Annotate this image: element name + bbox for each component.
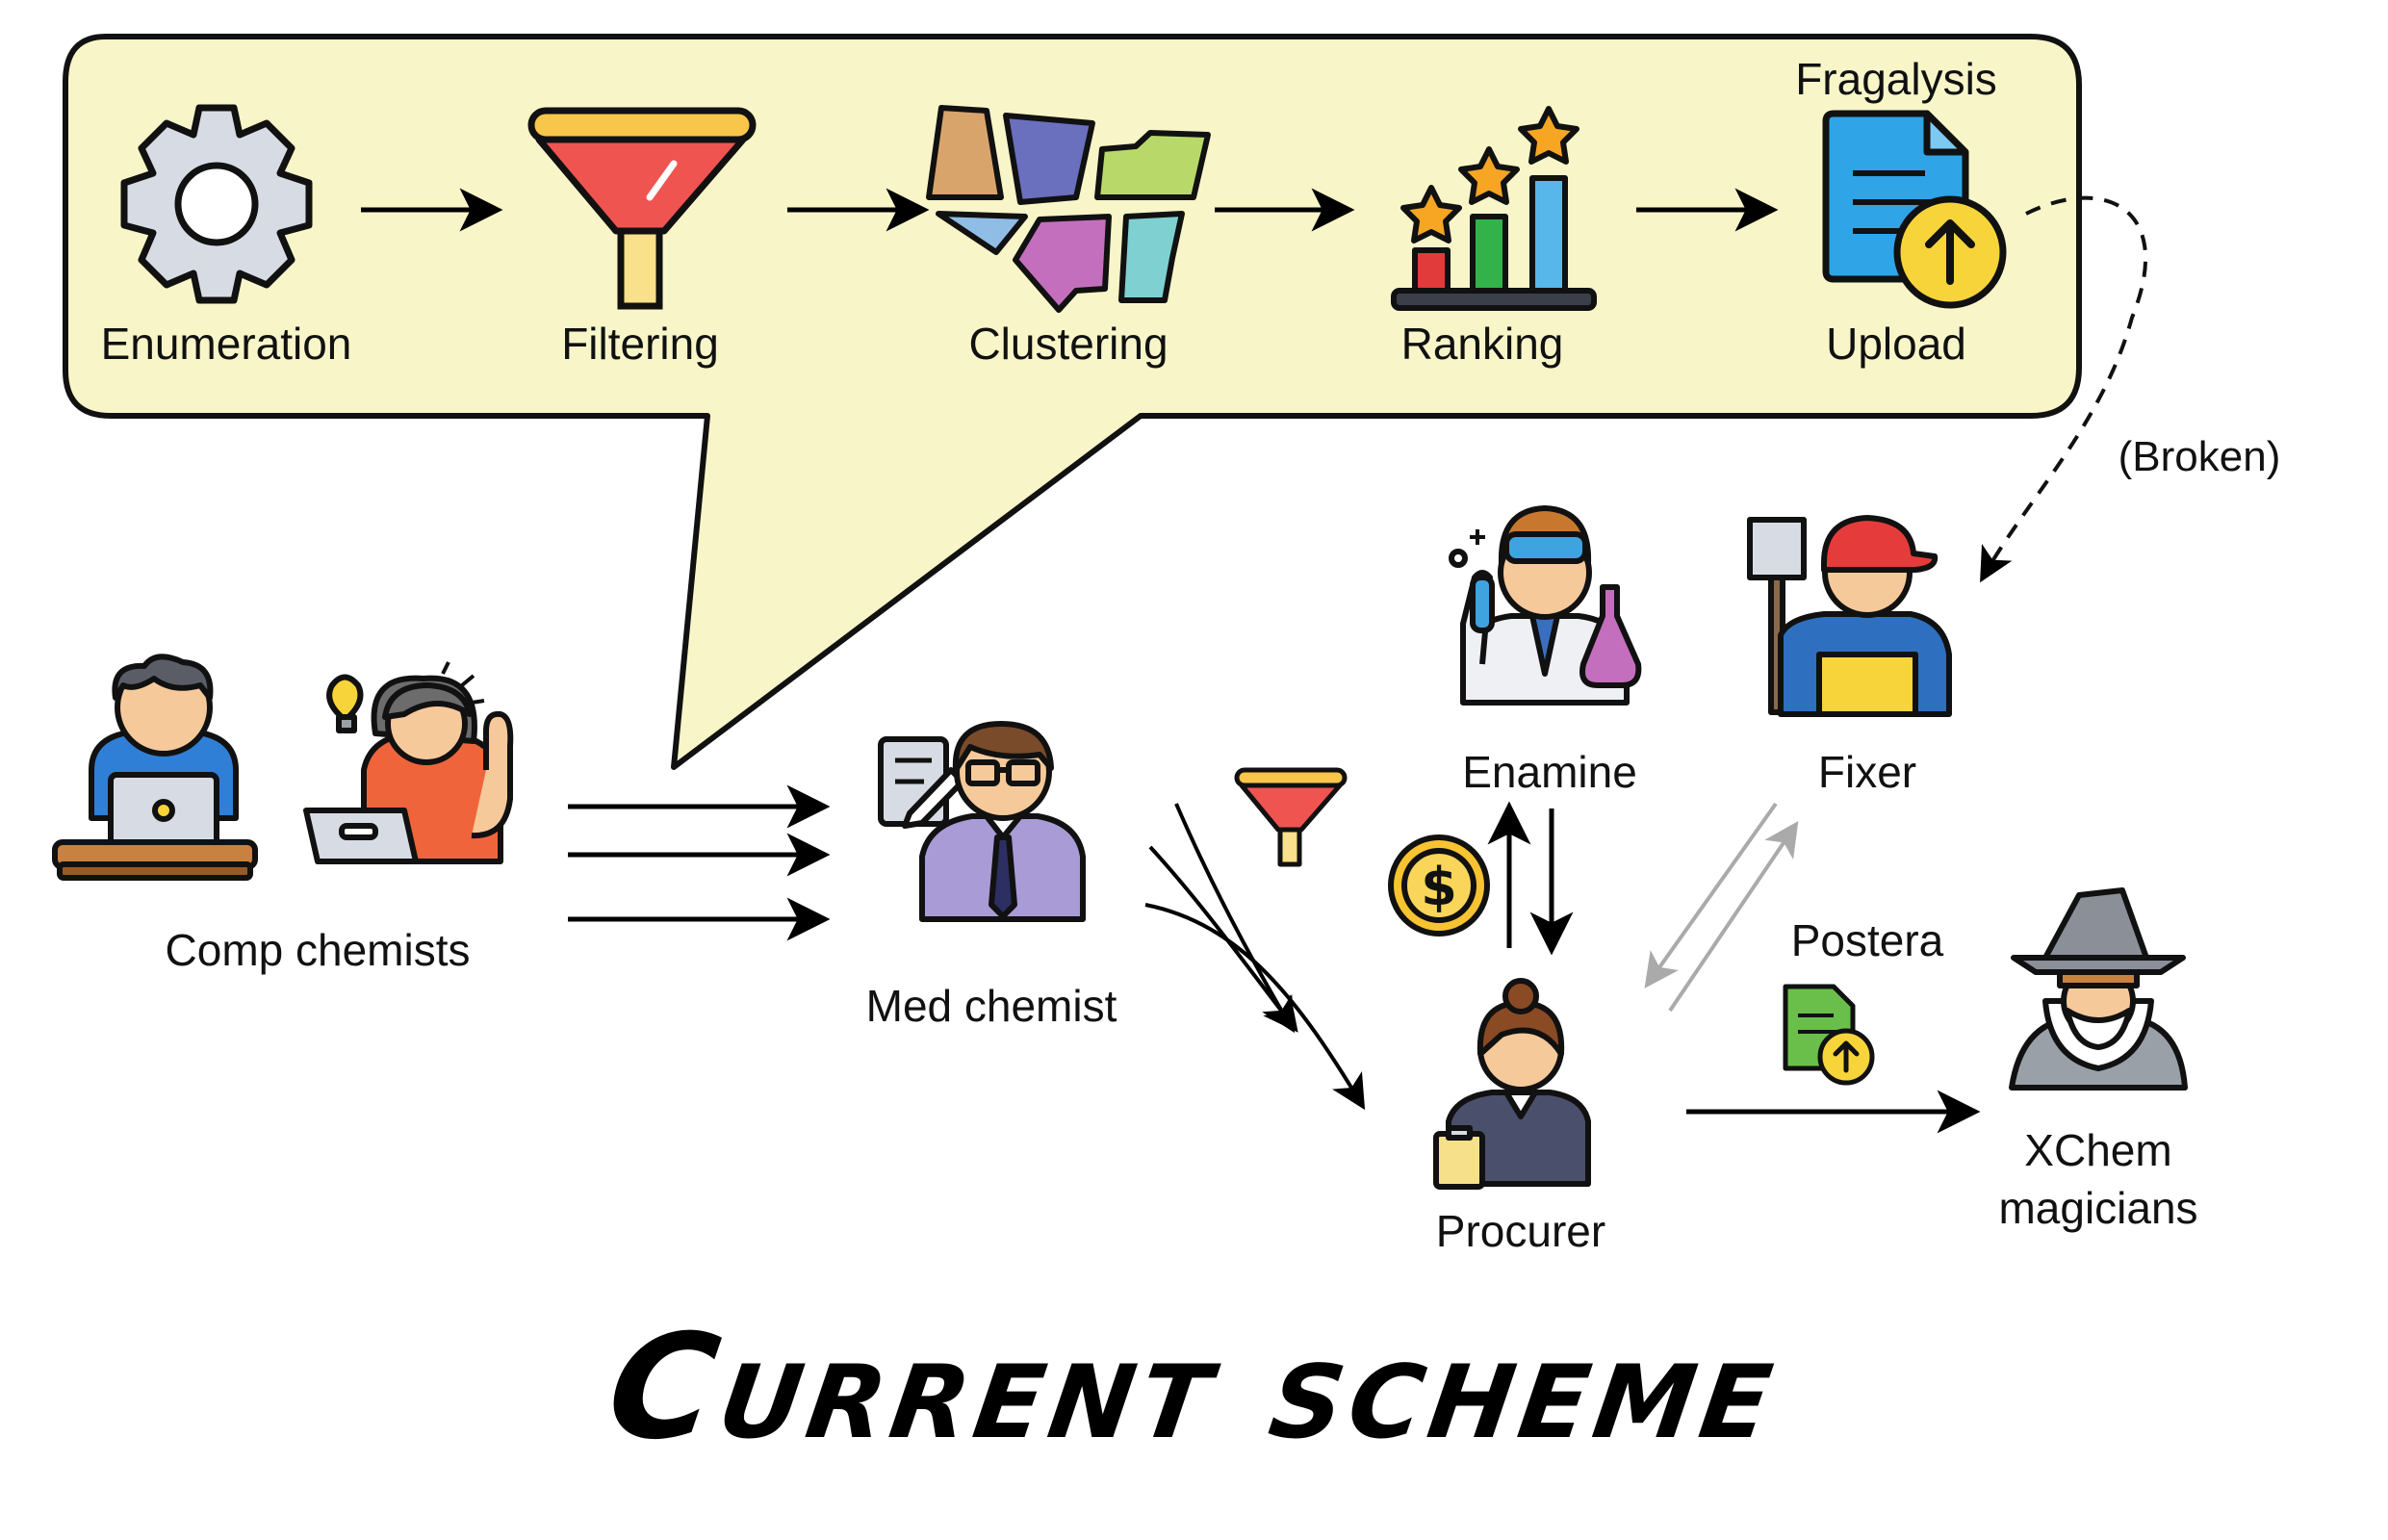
procurer-icon — [1433, 978, 1591, 1190]
med-to-procurer-arrows — [1144, 803, 1366, 1111]
role-label-enamine: Enamine — [1462, 747, 1637, 797]
step-label-upload: Upload — [1826, 319, 1966, 369]
step-label-enumeration: Enumeration — [100, 319, 352, 369]
role-label-comp-chemists: Comp chemists — [165, 925, 471, 975]
ranking-icon — [1391, 106, 1597, 311]
role-label-procurer: Procurer — [1435, 1206, 1606, 1256]
comp-to-med-arrows — [568, 784, 831, 941]
pipeline-bubble — [63, 34, 2082, 770]
clusters-icon — [926, 105, 1211, 313]
fixer-procurer-arrows — [1644, 802, 1799, 1013]
role-label-postera: Postera — [1790, 915, 1944, 965]
role-label-fixer: Fixer — [1817, 747, 1917, 797]
step-label-ranking: Ranking — [1400, 319, 1564, 369]
comp-chemist-man-icon — [52, 654, 258, 881]
step-label-filtering: Filtering — [561, 319, 719, 369]
postera-upload-icon — [1783, 984, 1875, 1086]
role-label-xchem: XChem magicians — [1998, 1125, 2198, 1233]
role-label-med-chemist: Med chemist — [865, 981, 1117, 1031]
comp-chemist-woman-icon — [303, 661, 514, 864]
scientist-icon — [1449, 505, 1642, 706]
broken-arrow — [1980, 195, 2148, 583]
enamine-procurer-arrows — [1487, 801, 1574, 956]
small-funnel-icon — [1234, 767, 1348, 867]
fixer-icon — [1747, 515, 1952, 717]
gear-icon — [120, 104, 313, 304]
med-chemist-icon — [878, 721, 1086, 922]
funnel-icon — [527, 107, 757, 310]
document-upload-icon — [1822, 110, 2007, 309]
destination-label-fragalysis: Fragalysis — [1795, 54, 1997, 104]
coin-icon: $ — [1388, 834, 1490, 937]
step-label-clustering: Clustering — [968, 319, 1168, 369]
wizard-icon — [2009, 887, 2188, 1091]
broken-label: (Broken) — [2118, 433, 2281, 480]
svg-text:$: $ — [1421, 857, 1457, 917]
diagram-title: Current scheme — [598, 1304, 1790, 1472]
